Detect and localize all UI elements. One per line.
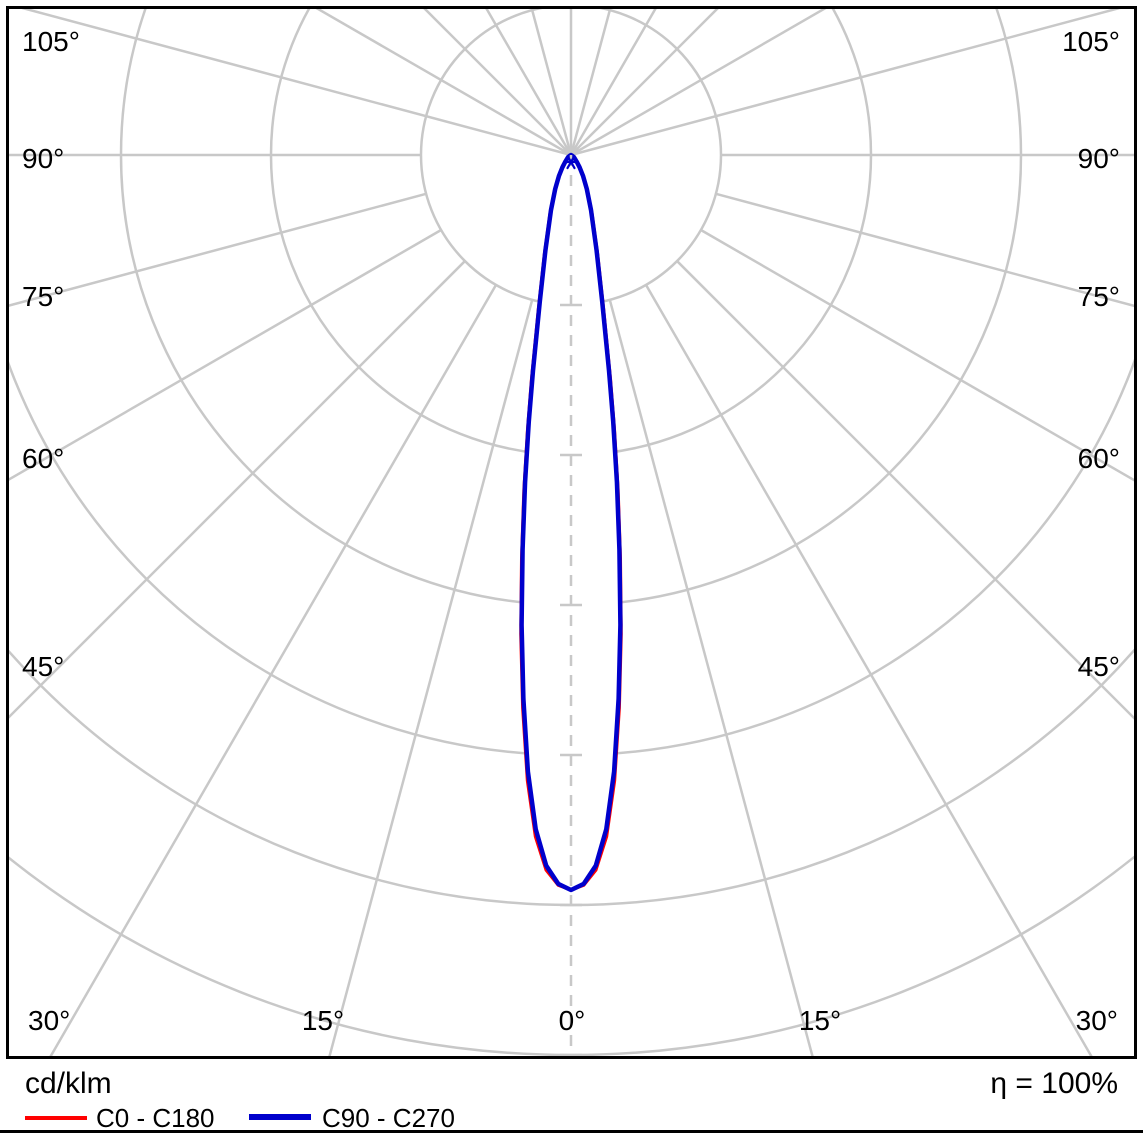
c90-line-swatch: [249, 1114, 311, 1120]
unit-label: cd/klm: [25, 1067, 112, 1100]
c0-series-label: C0 - C180: [96, 1103, 215, 1133]
c90-series-label: C90 - C270: [322, 1103, 455, 1133]
bottom-rule: [0, 1130, 1143, 1133]
efficiency-label: η = 100%: [990, 1067, 1118, 1100]
legend: cd/klm C0 - C180 C90 - C270 η = 100%: [0, 1059, 1143, 1133]
polar-plot-frame: [6, 6, 1137, 1059]
c0-line-swatch: [25, 1116, 87, 1120]
polar-chart: [9, 9, 1134, 1056]
